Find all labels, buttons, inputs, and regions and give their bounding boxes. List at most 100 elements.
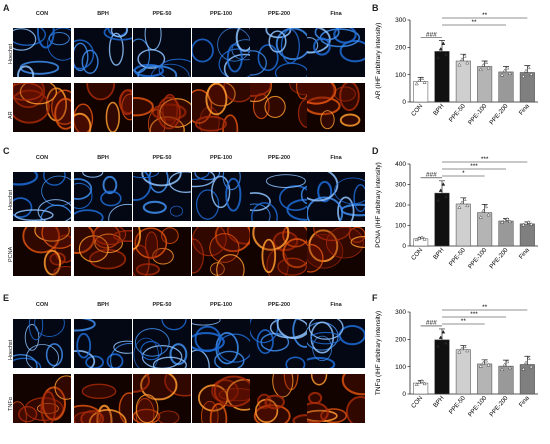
hoechst-image — [192, 172, 250, 221]
x-tick-label: PPE-50 — [448, 102, 467, 123]
col-header-fina: Fina — [330, 302, 342, 308]
col-header-ppe50: PPE-50 — [152, 11, 172, 17]
y-tick-label: 200 — [395, 45, 406, 52]
stain-image — [192, 374, 250, 423]
hoechst-image — [192, 28, 250, 77]
chart-d-svg: PCNA (IHF arbitrary intensity) 0 100 200 300… — [375, 156, 538, 270]
bar-fina — [519, 223, 535, 247]
hoechst-image — [74, 28, 132, 77]
data-point — [436, 198, 441, 202]
data-point — [526, 220, 531, 224]
stain-image — [74, 227, 132, 276]
hoechst-image — [74, 319, 132, 368]
data-point — [500, 220, 505, 224]
bar-ppe-50 — [455, 203, 471, 247]
y-tick-label: 300 — [395, 309, 406, 316]
y-axis-label: PCNA (IHF arbitrary intensity) — [375, 162, 382, 248]
panel-letter-c: C — [3, 146, 10, 156]
stain-image — [250, 227, 308, 276]
data-point — [436, 55, 441, 60]
data-point — [438, 188, 443, 192]
col-header-con: CON — [35, 11, 49, 17]
data-point — [524, 221, 528, 225]
significance-label: *** — [481, 156, 489, 163]
data-point — [521, 222, 526, 227]
data-point — [481, 63, 486, 67]
col-header-fina: Fina — [330, 155, 342, 161]
data-point — [457, 349, 462, 354]
y-tick-label: 100 — [395, 72, 406, 79]
col-header-con: CON — [35, 302, 49, 308]
chart-b: AR (IHF arbitrary intensity) 0 100 200 300 CO… — [370, 8, 548, 148]
hoechst-image — [13, 172, 71, 221]
data-point — [465, 348, 470, 353]
data-point — [462, 197, 467, 201]
data-point — [438, 47, 443, 51]
stain-image — [74, 83, 132, 132]
x-tick-label: CON — [410, 247, 424, 262]
data-point — [465, 60, 470, 65]
data-point — [505, 359, 510, 364]
bar-bph — [434, 339, 450, 395]
y-tick-label: 200 — [395, 337, 406, 344]
data-point — [484, 358, 488, 363]
stain-image — [13, 227, 71, 276]
hoechst-image — [13, 28, 71, 77]
data-point — [420, 76, 424, 80]
data-point — [443, 194, 448, 198]
data-point — [529, 72, 534, 76]
data-point — [460, 57, 464, 61]
y-tick-label: 0 — [402, 391, 406, 398]
bar-fina — [519, 364, 535, 395]
x-tick-label: CON — [410, 103, 424, 118]
significance-label: ### — [426, 172, 437, 179]
y-tick-label: 200 — [395, 202, 406, 209]
col-header-ppe100: PPE-100 — [209, 302, 232, 308]
y-axis-label: TNFα (IHF arbitrary intensity) — [375, 311, 382, 395]
x-tick-label: PPE-50 — [448, 394, 467, 415]
y-tick-label: 100 — [395, 364, 406, 371]
data-point — [422, 80, 427, 84]
data-point — [436, 344, 441, 348]
data-point — [507, 365, 512, 370]
hoechst-image — [133, 28, 191, 77]
x-tick-label: BPH — [432, 395, 446, 409]
bar-ppe-200 — [498, 71, 514, 103]
data-point — [462, 344, 467, 349]
data-point — [502, 68, 507, 73]
significance-label: ** — [482, 12, 488, 19]
col-header-ppe50: PPE-50 — [152, 302, 172, 308]
data-point — [507, 219, 512, 223]
data-point — [414, 237, 419, 242]
data-point — [481, 208, 486, 213]
stain-image — [133, 374, 191, 423]
data-point — [457, 205, 462, 209]
significance-label: * — [462, 170, 465, 177]
col-header-ppe100: PPE-100 — [209, 155, 232, 161]
data-point — [486, 362, 491, 367]
data-point — [460, 346, 464, 351]
stain-image — [192, 83, 250, 132]
chart-f: TNFα (IHF arbitrary intensity) 0 100 200 300… — [370, 300, 548, 440]
bar-ppe-100 — [477, 363, 493, 395]
data-point — [422, 237, 427, 241]
col-header-ppe200: PPE-200 — [267, 11, 290, 17]
data-point — [524, 360, 528, 365]
hoechst-image — [307, 172, 365, 221]
col-header-ppe200: PPE-200 — [267, 155, 290, 161]
data-point — [505, 65, 510, 70]
data-point — [420, 378, 424, 383]
bar-ppe-100 — [477, 66, 493, 103]
col-header-ppe200: PPE-200 — [267, 302, 290, 308]
bar-ppe-50 — [455, 349, 471, 395]
stain-image — [250, 83, 308, 132]
col-header-con: CON — [35, 155, 49, 161]
chart-f-svg: TNFα (IHF arbitrary intensity) 0 100 200 300… — [375, 304, 538, 418]
hoechst-image — [250, 28, 308, 77]
x-tick-label: PPE-50 — [448, 246, 467, 267]
panel-letter-d: D — [372, 146, 379, 156]
data-point — [465, 203, 470, 208]
data-point — [529, 222, 534, 226]
y-tick-label: 300 — [395, 17, 406, 24]
stain-image — [307, 374, 365, 423]
